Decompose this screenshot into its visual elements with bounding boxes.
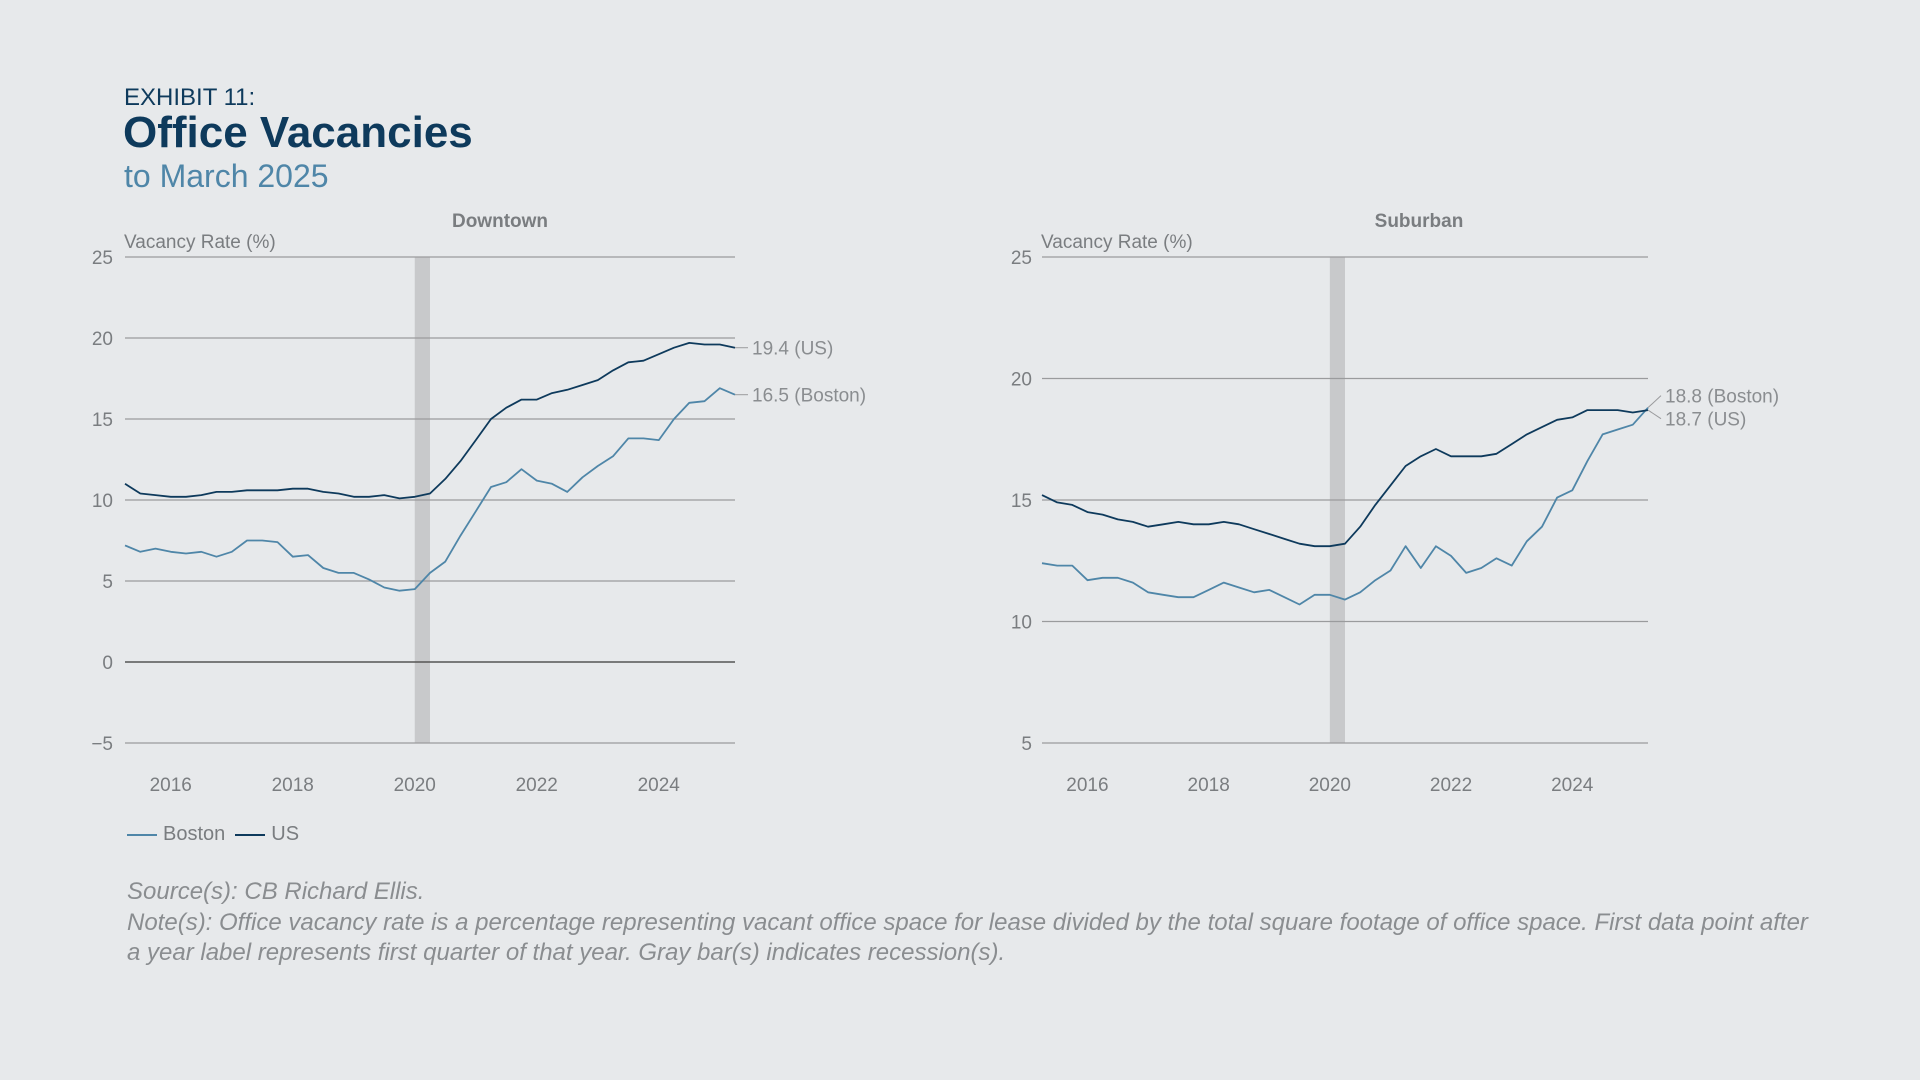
legend: Boston US [127,823,309,846]
page-title: Office Vacancies [123,108,473,157]
suburban-series-us [1041,409,1649,548]
downtown-end-label-boston: 16.5 (Boston) [752,386,866,407]
footnote: Note(s): Office vacancy rate is a percen… [127,909,1808,966]
suburban-end-label-boston: 18.8 (Boston) [1665,387,1779,408]
legend-label-boston: Boston [163,823,226,845]
downtown-y-tick-label: 15 [92,410,113,431]
downtown-x-tick-label: 2020 [394,775,436,796]
legend-item-boston: Boston [127,823,225,846]
suburban-y-tick-label: 20 [1011,370,1032,391]
suburban-end-leader-us [1647,409,1662,420]
suburban-y-tick-label: 10 [1011,613,1032,634]
downtown-panel-title: Downtown [452,211,548,232]
suburban-y-tick-label: 5 [1021,734,1032,755]
downtown-end-label-us: 19.4 (US) [752,339,833,360]
suburban-series-boston [1041,407,1649,606]
suburban-end-leader-boston [1647,395,1662,409]
suburban-end-label-us: 18.7 (US) [1665,410,1746,431]
downtown-x-tick-label: 2018 [272,775,314,796]
suburban-x-tick-label: 2024 [1551,775,1594,796]
legend-item-us: US [235,823,299,846]
page-subtitle: to March 2025 [124,158,329,194]
suburban-y-axis-label: Vacancy Rate (%) [1041,232,1193,253]
downtown-y-tick-label: 20 [92,329,113,350]
suburban-x-tick-label: 2018 [1188,775,1230,796]
source-note: Source(s): CB Richard Ellis. [127,878,425,905]
suburban-y-tick-label: 25 [1011,248,1032,269]
downtown-y-tick-label: −5 [91,734,113,755]
downtown-x-tick-label: 2016 [150,775,192,796]
downtown-series-boston [124,387,736,592]
legend-swatch-us [235,833,266,836]
suburban-x-tick-label: 2016 [1066,775,1108,796]
legend-label-us: US [271,823,300,845]
downtown-y-axis-label: Vacancy Rate (%) [124,232,276,253]
downtown-series-us [124,341,736,500]
downtown-x-tick-label: 2024 [638,775,681,796]
suburban-panel-title: Suburban [1375,211,1464,232]
downtown-y-tick-label: 25 [92,248,113,269]
suburban-x-tick-label: 2022 [1430,775,1472,796]
suburban-y-tick-label: 15 [1011,491,1032,512]
downtown-y-tick-label: 5 [102,572,113,593]
downtown-y-tick-label: 10 [92,491,113,512]
legend-swatch-boston [127,833,157,836]
downtown-y-tick-label: 0 [102,653,113,674]
downtown-x-tick-label: 2022 [516,775,558,796]
suburban-x-tick-label: 2020 [1309,775,1351,796]
exhibit-label: EXHIBIT 11: [124,84,256,111]
